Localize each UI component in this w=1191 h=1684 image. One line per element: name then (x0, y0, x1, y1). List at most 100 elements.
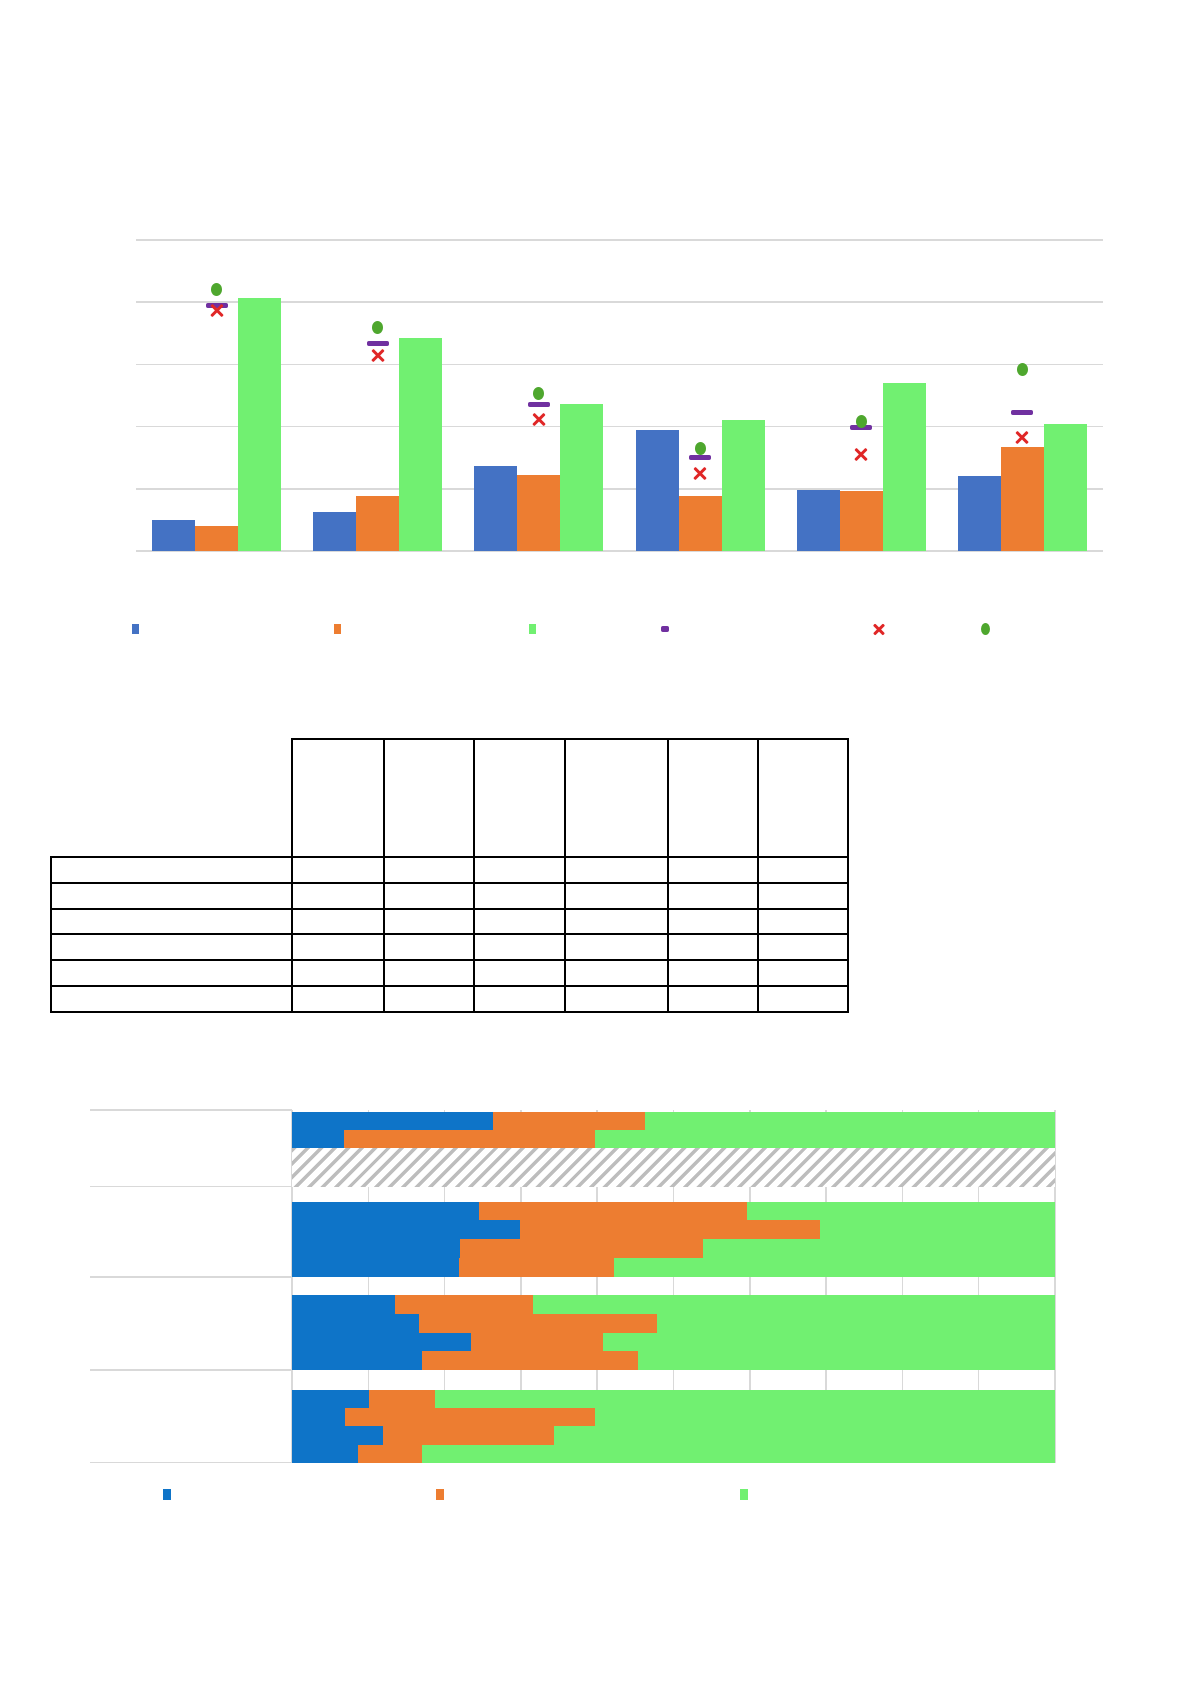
stacked-segment-orange (369, 1390, 436, 1409)
table-header-row (51, 738, 849, 858)
v-gridline (596, 1110, 598, 1463)
purple-dash-marker (689, 455, 712, 461)
red-x-marker (1014, 430, 1030, 446)
table-cell (564, 933, 669, 962)
blue-bars-bar (152, 519, 196, 551)
v-gridline (977, 1110, 980, 1463)
purple-dash-marker (205, 302, 228, 308)
table-cell (473, 856, 566, 884)
table-cell (473, 907, 566, 936)
h-gridline (136, 301, 1103, 303)
legend-square-swatch (132, 624, 139, 634)
red-x-marker (370, 348, 386, 364)
blue-bars-bar (313, 511, 357, 551)
stacked-segment-blue (292, 1408, 345, 1427)
stacked-segment-orange (343, 1129, 595, 1149)
legend-square-swatch (436, 1489, 444, 1500)
table-cell (757, 933, 849, 962)
stacked-segment-blue (292, 1201, 479, 1221)
table-cell (667, 933, 759, 962)
green-dot-marker (694, 442, 706, 456)
table-cell (383, 959, 475, 987)
table-cell (50, 959, 293, 987)
h-gridline (136, 239, 1103, 241)
table-header-cell (667, 738, 759, 858)
h-gridline (136, 488, 1103, 490)
green-dot-marker (533, 387, 545, 401)
table-cell (50, 856, 293, 884)
green-dot-marker (855, 414, 867, 428)
green-bars-bar (882, 383, 926, 551)
legend-square-swatch (334, 624, 341, 634)
table-row (50, 959, 849, 987)
table-cell (757, 856, 849, 884)
green-bars-bar (560, 404, 604, 551)
table-header-cell (473, 738, 566, 858)
stacked-segment-blue (292, 1129, 344, 1149)
category-separator-line (90, 1276, 292, 1278)
table-cell (383, 881, 475, 910)
table-cell (757, 907, 849, 936)
stacked-segment-green (602, 1332, 1055, 1352)
table-header-cell (383, 738, 475, 858)
blue-bars-bar (474, 465, 518, 551)
v-gridline (291, 1110, 293, 1463)
table-cell (564, 881, 669, 910)
stacked-segment-orange (520, 1220, 820, 1240)
orange-bars-bar (839, 491, 883, 551)
stacked-segment-green (422, 1444, 1055, 1464)
stacked-segment-orange (357, 1444, 423, 1464)
legend-square-swatch (740, 1489, 748, 1500)
legend-square-swatch (163, 1489, 171, 1500)
stacked-segment-green (638, 1351, 1055, 1371)
orange-bars-bar (356, 495, 400, 551)
data-table (50, 738, 849, 1013)
stacked-segment-blue (292, 1390, 370, 1409)
v-gridline (520, 1110, 522, 1463)
table-cell (564, 959, 669, 987)
green-bars-bar (1043, 424, 1087, 551)
table-header-cell (564, 738, 669, 858)
v-gridline (901, 1110, 904, 1463)
stacked-segment-orange (478, 1201, 747, 1221)
stacked-segment-blue (292, 1257, 460, 1278)
legend-dash-swatch (661, 626, 669, 632)
h-gridline (136, 425, 1103, 428)
table-cell (291, 984, 385, 1013)
orange-bars-bar (678, 495, 722, 551)
stacked-segment-green (613, 1257, 1055, 1278)
category-separator-line (90, 1185, 292, 1188)
table-cell (291, 881, 385, 910)
stacked-segment-blue (292, 1239, 460, 1259)
table-row (50, 881, 849, 910)
table-cell (667, 959, 759, 987)
table-cell (473, 984, 566, 1013)
v-gridline (1054, 1110, 1056, 1463)
v-gridline (443, 1110, 446, 1463)
green-dot-marker (211, 283, 223, 297)
green-dot-marker (372, 321, 384, 335)
stacked-segment-blue (292, 1220, 521, 1240)
table-cell (667, 907, 759, 936)
orange-bars-bar (195, 526, 239, 551)
table-cell (383, 984, 475, 1013)
table-cell (383, 856, 475, 884)
stacked-segment-orange (493, 1111, 646, 1131)
stacked-segment-green (594, 1129, 1055, 1149)
table-cell (564, 856, 669, 884)
legend-x-swatch (872, 622, 886, 636)
table-body (50, 738, 849, 1013)
v-gridline (367, 1110, 370, 1463)
green-bars-bar (399, 338, 443, 551)
stacked-segment-blue (292, 1444, 358, 1464)
stacked-segment-orange (344, 1408, 595, 1427)
table-cell (473, 933, 566, 962)
table-cell (291, 856, 385, 884)
stacked-segment-green (819, 1220, 1055, 1240)
category-separator-line (90, 1461, 292, 1464)
green-bars-bar (238, 298, 282, 551)
purple-dash-marker (850, 425, 873, 431)
red-x-marker (692, 465, 708, 481)
table-cell (757, 984, 849, 1013)
